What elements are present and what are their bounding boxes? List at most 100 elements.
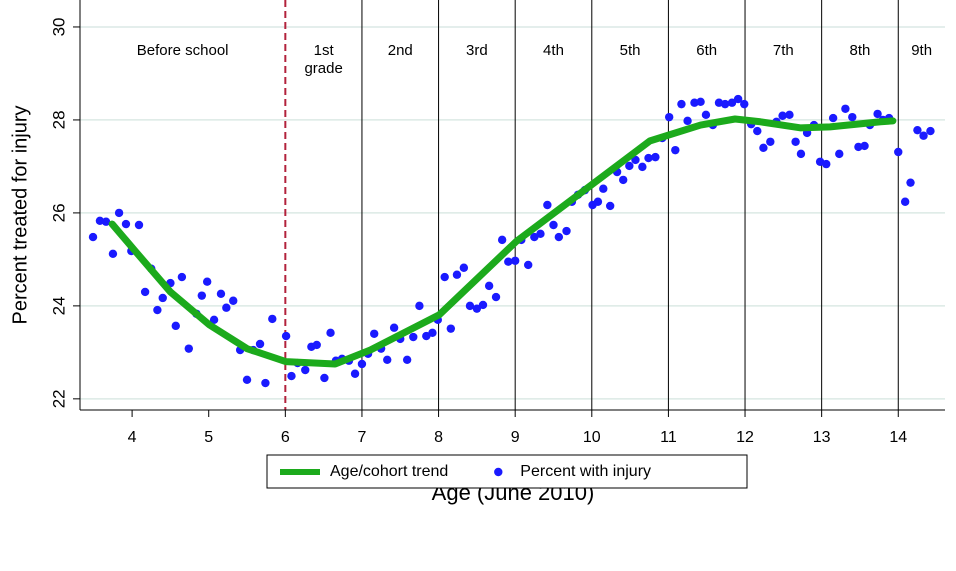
legend-swatch	[494, 467, 503, 477]
y-tick-label: 30	[49, 18, 68, 37]
data-point	[452, 270, 462, 279]
data-point	[524, 260, 533, 270]
data-point	[312, 340, 321, 350]
period-label: 9th	[911, 42, 933, 59]
data-point	[350, 369, 360, 378]
data-point	[153, 305, 162, 315]
period-label: 8th	[849, 42, 871, 59]
data-point	[638, 162, 647, 172]
period-label: 2nd	[387, 42, 413, 59]
x-tick-label: 7	[357, 429, 366, 446]
trend-line	[108, 115, 897, 368]
data-point	[683, 116, 692, 126]
data-point	[428, 328, 437, 338]
data-point	[281, 331, 291, 341]
data-point	[459, 263, 469, 272]
data-point	[919, 131, 928, 140]
data-point	[415, 301, 424, 311]
data-point	[229, 296, 238, 305]
x-tick-label: 5	[204, 429, 213, 446]
y-tick-label: 24	[49, 296, 68, 315]
y-axis-title: Percent treated for injury	[9, 106, 31, 325]
data-point	[536, 229, 545, 239]
data-point	[88, 232, 98, 242]
period-label: 4th	[543, 42, 564, 59]
data-point	[828, 113, 838, 123]
data-point	[510, 256, 520, 265]
x-tick-label: 4	[128, 429, 137, 446]
data-point	[440, 272, 449, 282]
data-point	[140, 287, 150, 297]
y-tick-label: 26	[49, 203, 68, 222]
data-point	[389, 323, 399, 332]
period-label: 5th	[619, 42, 641, 59]
data-point	[766, 137, 775, 146]
period-label: 1st grade	[304, 42, 343, 77]
data-point	[651, 152, 660, 162]
legend-label: Percent with injury	[520, 463, 651, 480]
data-point	[320, 373, 329, 383]
x-tick-label: 8	[434, 429, 443, 446]
data-point	[759, 143, 768, 153]
period-label: 3rd	[466, 42, 488, 59]
data-point	[733, 94, 743, 104]
data-point	[848, 112, 857, 122]
data-point	[671, 145, 680, 155]
data-point	[261, 378, 270, 388]
data-point	[926, 126, 935, 136]
data-point	[554, 232, 564, 242]
data-point	[357, 359, 367, 369]
data-point	[326, 328, 335, 338]
data-point	[202, 277, 212, 286]
data-point	[108, 249, 118, 259]
legend-box	[266, 454, 748, 489]
data-point	[114, 208, 124, 218]
data-point	[664, 112, 674, 122]
data-point	[491, 292, 501, 302]
data-point	[701, 110, 711, 120]
x-tick-label: 6	[281, 429, 290, 446]
data-point	[171, 321, 180, 331]
data-point	[753, 126, 762, 136]
data-point	[822, 159, 831, 169]
data-point	[720, 99, 730, 109]
data-point	[504, 257, 513, 266]
data-point	[785, 110, 794, 120]
data-point	[121, 219, 131, 229]
data-point	[900, 197, 910, 206]
x-tick-label: 10	[583, 429, 601, 446]
data-point	[631, 155, 640, 165]
data-point	[268, 314, 277, 324]
data-point	[727, 98, 737, 107]
data-point	[913, 125, 922, 135]
y-tick-label: 28	[49, 110, 68, 129]
data-point	[593, 197, 603, 206]
x-tick-label: 11	[660, 429, 677, 446]
data-point	[644, 153, 653, 163]
data-point	[796, 149, 806, 159]
data-point	[841, 104, 850, 113]
data-point	[605, 201, 615, 211]
data-point	[383, 355, 392, 364]
data-point	[696, 97, 705, 107]
data-point	[222, 303, 231, 312]
period-label: 7th	[772, 42, 794, 59]
data-point	[209, 315, 219, 325]
data-point	[549, 220, 558, 230]
data-point	[497, 235, 507, 245]
x-tick-label: 9	[511, 429, 520, 446]
period-label: 6th	[696, 42, 718, 59]
y-tick-label: 22	[49, 389, 68, 408]
data-point	[177, 272, 187, 282]
x-tick-label: 14	[889, 429, 907, 446]
data-point	[255, 339, 265, 349]
data-point	[197, 291, 207, 300]
data-point	[446, 324, 456, 333]
data-point	[134, 220, 144, 230]
data-point	[778, 111, 787, 120]
x-tick-label: 13	[813, 429, 831, 446]
data-point	[216, 289, 226, 298]
data-point	[287, 371, 296, 381]
data-point	[835, 149, 844, 159]
data-point	[860, 141, 869, 151]
